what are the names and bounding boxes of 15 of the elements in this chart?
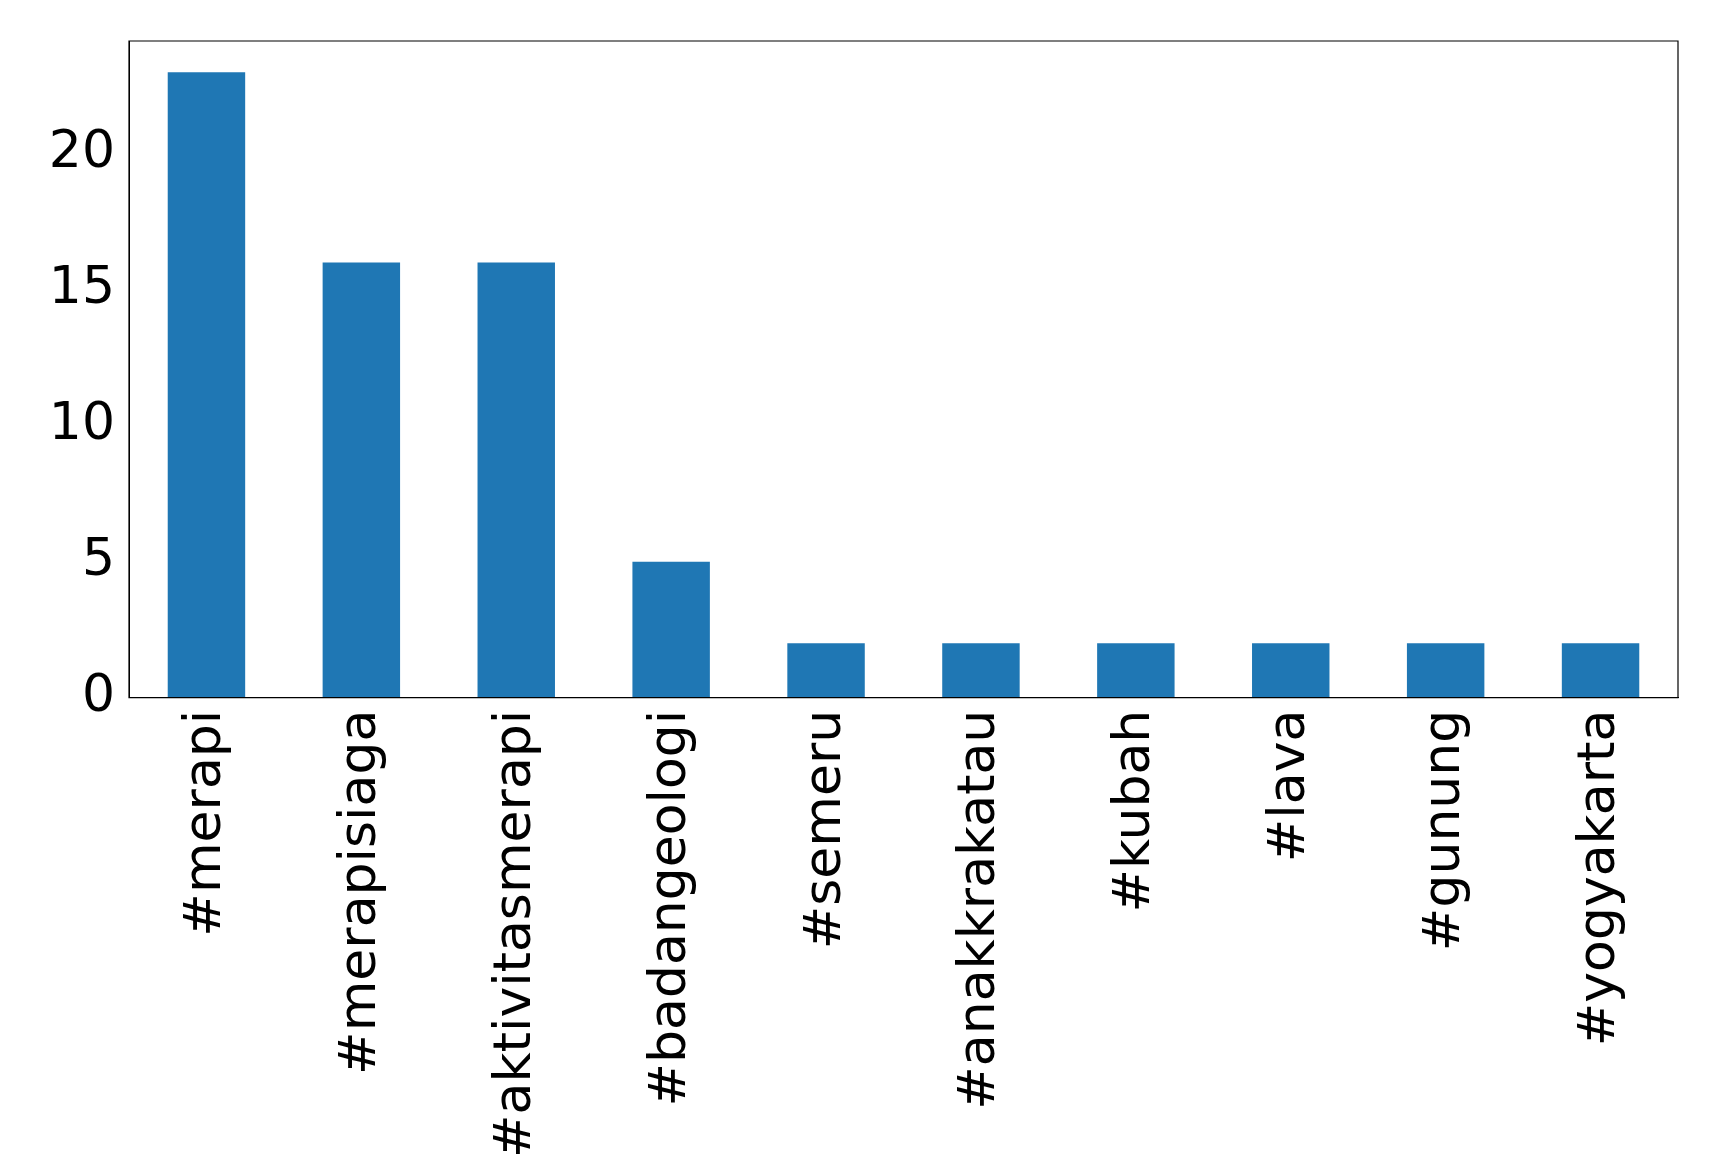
x-tick-label: #semeru — [791, 709, 852, 950]
x-tick-label: #badangeologi — [636, 709, 697, 1107]
x-tick-label: #merapisiaga — [326, 709, 387, 1075]
y-tick-label: 5 — [81, 527, 115, 588]
x-tick-label: #merapi — [171, 709, 232, 937]
x-tick-label: #yogyakarta — [1566, 709, 1627, 1047]
x-tick-label: #gunung — [1411, 709, 1472, 952]
x-tick-label: #aktivitasmerapi — [481, 709, 542, 1158]
y-tick-label: 0 — [81, 663, 115, 724]
y-tick-label: 15 — [48, 255, 115, 316]
x-tick-label: #lava — [1256, 709, 1317, 863]
x-tick-label: #kubah — [1101, 709, 1162, 913]
x-tick-label: #anakkrakatau — [946, 709, 1007, 1110]
y-tick-label: 20 — [48, 119, 115, 180]
y-tick-label: 10 — [48, 391, 115, 452]
